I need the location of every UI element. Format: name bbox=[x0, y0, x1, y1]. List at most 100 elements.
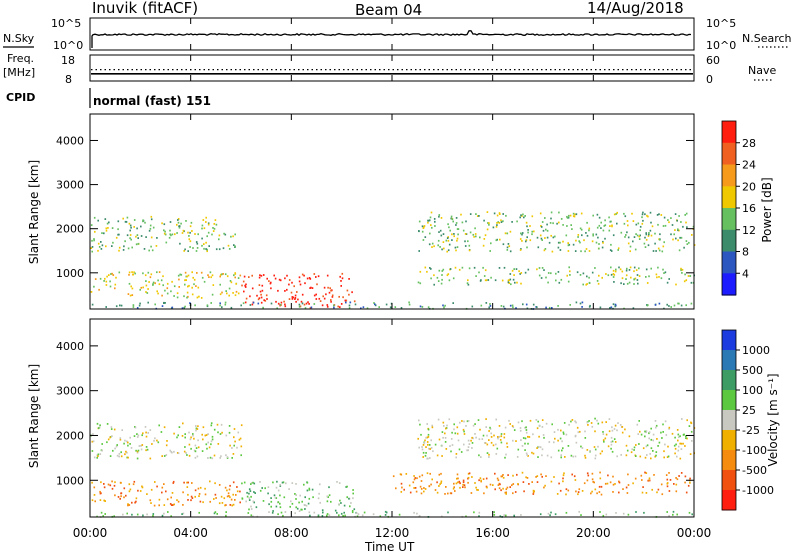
power-point bbox=[226, 275, 229, 278]
power-point bbox=[205, 216, 207, 219]
power-point bbox=[574, 213, 576, 216]
power-point bbox=[101, 232, 103, 234]
velocity-point bbox=[99, 499, 102, 501]
power-point bbox=[193, 283, 195, 286]
velocity-point bbox=[466, 449, 468, 452]
velocity-point bbox=[635, 511, 637, 513]
velocity-point bbox=[561, 440, 563, 443]
power-point bbox=[183, 295, 185, 298]
power-point bbox=[182, 229, 185, 232]
velocity-point bbox=[681, 418, 683, 420]
velocity-point bbox=[597, 422, 600, 425]
power-point bbox=[181, 307, 184, 310]
velocity-point bbox=[591, 425, 594, 428]
power-point bbox=[145, 291, 147, 293]
power-point bbox=[677, 229, 679, 232]
power-point bbox=[205, 248, 207, 250]
velocity-point bbox=[542, 434, 545, 436]
velocity-point bbox=[363, 511, 366, 514]
power-point bbox=[257, 302, 260, 305]
power-point bbox=[607, 274, 610, 277]
velocity-point bbox=[426, 441, 429, 443]
power-point bbox=[656, 214, 659, 216]
velocity-point bbox=[299, 494, 301, 497]
velocity-point bbox=[231, 504, 233, 507]
power-point bbox=[142, 272, 144, 275]
velocity-point bbox=[663, 450, 665, 453]
velocity-point bbox=[557, 439, 559, 442]
velocity-point bbox=[426, 436, 429, 439]
velocity-point bbox=[194, 444, 197, 447]
velocity-point bbox=[654, 420, 657, 422]
velocity-point bbox=[680, 442, 683, 445]
power-point bbox=[478, 215, 480, 217]
power-point bbox=[555, 272, 557, 275]
power-point bbox=[279, 303, 282, 306]
power-ytick-label: 4000 bbox=[56, 134, 84, 147]
velocity-point bbox=[440, 472, 442, 475]
power-point bbox=[629, 266, 632, 269]
velocity-point bbox=[327, 496, 329, 498]
velocity-point bbox=[492, 484, 494, 486]
power-point bbox=[576, 271, 579, 274]
velocity-point bbox=[474, 423, 476, 425]
velocity-point bbox=[689, 477, 691, 480]
velocity-point bbox=[593, 481, 595, 484]
power-point bbox=[150, 218, 153, 221]
velocity-point bbox=[493, 511, 495, 513]
velocity-point bbox=[273, 494, 276, 497]
power-point bbox=[256, 294, 258, 297]
velocity-point bbox=[471, 442, 474, 444]
velocity-point bbox=[208, 446, 211, 449]
nsky-panel: N.Sky 10^5 10^0 N.Search 10^5 10^0 bbox=[3, 17, 792, 52]
velocity-point bbox=[675, 483, 678, 486]
velocity-point bbox=[600, 485, 603, 488]
velocity-point bbox=[467, 449, 469, 452]
power-point bbox=[495, 239, 498, 242]
power-point bbox=[186, 296, 188, 299]
power-point bbox=[544, 237, 546, 239]
velocity-point bbox=[423, 487, 425, 489]
velocity-point bbox=[328, 486, 330, 489]
velocity-point bbox=[430, 483, 432, 486]
power-point bbox=[608, 216, 610, 219]
power-point bbox=[244, 301, 247, 304]
velocity-point bbox=[662, 423, 664, 426]
velocity-point bbox=[578, 488, 581, 491]
velocity-point bbox=[517, 448, 520, 451]
power-point bbox=[219, 275, 221, 278]
power-point bbox=[226, 292, 228, 295]
velocity-point bbox=[505, 453, 507, 456]
nsky-tick-bottom: 10^0 bbox=[53, 39, 83, 52]
velocity-point bbox=[532, 491, 535, 494]
velocity-point bbox=[211, 435, 214, 438]
power-point bbox=[205, 241, 207, 244]
velocity-ylabel: Slant Range [km] bbox=[27, 364, 41, 468]
power-point bbox=[249, 295, 251, 298]
velocity-point bbox=[291, 482, 294, 484]
velocity-point bbox=[154, 481, 156, 483]
velocity-point bbox=[434, 443, 437, 446]
power-point bbox=[291, 298, 294, 300]
power-point bbox=[453, 233, 455, 235]
power-point bbox=[340, 303, 343, 305]
power-point bbox=[670, 217, 672, 219]
power-point bbox=[566, 216, 569, 219]
velocity-point bbox=[687, 484, 690, 487]
velocity-point bbox=[190, 495, 193, 498]
power-point bbox=[90, 224, 93, 226]
velocity-point bbox=[232, 503, 235, 506]
velocity-point bbox=[531, 481, 533, 483]
velocity-colorbar-swatch bbox=[722, 490, 736, 511]
velocity-point bbox=[452, 487, 455, 490]
velocity-point bbox=[171, 492, 174, 494]
power-point bbox=[212, 227, 214, 229]
velocity-point bbox=[430, 447, 433, 449]
power-point bbox=[284, 305, 287, 308]
velocity-point bbox=[673, 483, 675, 485]
power-point bbox=[546, 229, 549, 232]
velocity-point bbox=[195, 425, 197, 427]
power-point bbox=[349, 301, 352, 304]
velocity-point bbox=[537, 420, 539, 423]
velocity-point bbox=[259, 489, 262, 492]
